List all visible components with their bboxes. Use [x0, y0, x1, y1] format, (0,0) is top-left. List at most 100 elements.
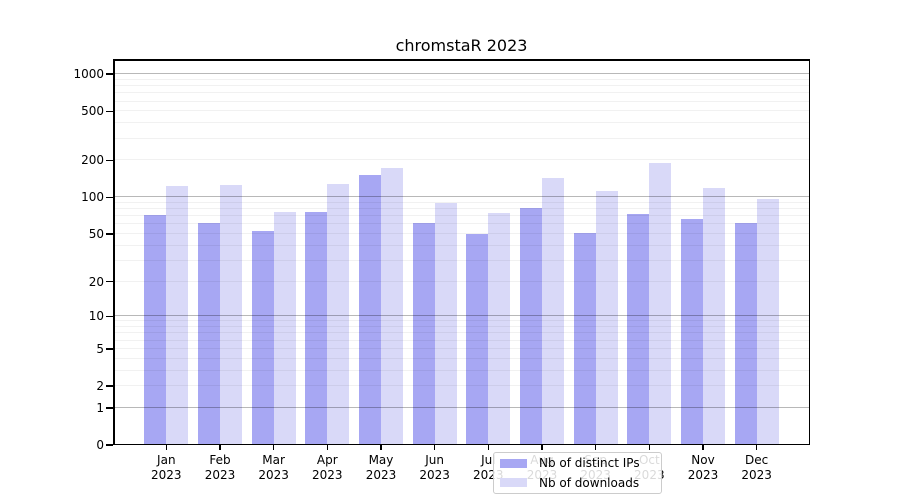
- bar-feb-distinct-ips: [197, 222, 220, 445]
- plot-border-top: [113, 59, 810, 61]
- y-tick-label-100: 100: [81, 190, 104, 205]
- y-tick-label-500: 500: [81, 104, 104, 119]
- gridline-2: [113, 385, 810, 387]
- gridline-800: [113, 85, 810, 87]
- legend-swatch-downloads: [500, 478, 527, 488]
- x-tick-jan: [165, 445, 168, 450]
- gridline-400: [113, 122, 810, 124]
- x-tick-aug: [541, 445, 543, 450]
- x-tick-jul: [487, 445, 490, 450]
- y-tick-label-0: 0: [96, 438, 104, 452]
- bar-sep-downloads: [595, 191, 618, 445]
- chart-title: chromstaR 2023: [395, 36, 528, 55]
- x-tick-label-apr: Apr 2023: [312, 453, 343, 482]
- plot-area: Nb of distinct IPs Nb of downloads: [113, 59, 810, 494]
- y-tick-label-5: 5: [96, 341, 104, 356]
- bar-apr-distinct-ips: [305, 211, 328, 445]
- gridline-30: [113, 259, 810, 261]
- y-tick-100: [106, 196, 113, 199]
- bar-jun-distinct-ips: [412, 222, 435, 445]
- y-tick-5: [106, 348, 113, 350]
- y-tick-200: [106, 159, 113, 162]
- gridline-500: [113, 110, 810, 112]
- gridline-20: [113, 280, 810, 282]
- bar-may-downloads: [380, 167, 403, 445]
- x-axis-line: [113, 443, 810, 445]
- y-tick-10: [106, 315, 113, 318]
- bar-feb-downloads: [219, 184, 242, 445]
- gridline-700: [113, 92, 810, 94]
- gridline-600: [113, 100, 810, 102]
- gridline-7: [113, 332, 810, 334]
- gridline-10: [113, 315, 810, 317]
- gridline-1: [113, 406, 810, 408]
- gridline-8: [113, 326, 810, 328]
- x-tick-label-nov: Nov 2023: [687, 453, 719, 482]
- bar-aug-distinct-ips: [519, 208, 542, 445]
- x-tick-label-jun: Jun 2023: [419, 453, 450, 482]
- x-tick-label-mar: Mar 2023: [258, 453, 289, 482]
- x-tick-feb: [219, 445, 221, 450]
- y-tick-1000: [106, 73, 113, 75]
- gridline-1000: [113, 73, 810, 75]
- y-tick-label-10: 10: [88, 309, 104, 324]
- x-tick-nov: [702, 445, 704, 450]
- y-tick-label-1: 1: [96, 400, 104, 415]
- y-tick-500: [106, 110, 113, 113]
- legend-label-downloads: Nb of downloads: [539, 475, 640, 490]
- y-tick-label-1000: 1000: [73, 67, 104, 82]
- y-tick-label-20: 20: [88, 274, 104, 289]
- bar-aug-downloads: [541, 177, 564, 445]
- bar-oct-distinct-ips: [627, 213, 650, 445]
- legend-item-downloads: Nb of downloads: [494, 474, 661, 492]
- bar-jan-downloads: [166, 185, 189, 445]
- bar-jul-downloads: [488, 213, 511, 445]
- x-tick-oct: [648, 445, 651, 450]
- y-tick-label-50: 50: [88, 226, 104, 241]
- x-tick-label-dec: Dec 2023: [741, 453, 772, 482]
- bar-dec-downloads: [756, 198, 779, 445]
- gridline-50: [113, 232, 810, 234]
- plot-border-right: [808, 59, 810, 445]
- legend: Nb of distinct IPs Nb of downloads: [493, 452, 662, 494]
- bar-jun-downloads: [434, 203, 457, 445]
- gridline-60: [113, 223, 810, 225]
- y-tick-label-200: 200: [81, 153, 104, 168]
- gridline-3: [113, 369, 810, 371]
- bar-jul-distinct-ips: [466, 233, 489, 445]
- y-tick-50: [106, 233, 113, 235]
- gridline-90: [113, 201, 810, 203]
- bar-may-distinct-ips: [358, 174, 381, 445]
- gridline-6: [113, 339, 810, 341]
- x-tick-mar: [272, 445, 275, 450]
- x-tick-label-feb: Feb 2023: [204, 453, 236, 482]
- gridline-100: [113, 196, 810, 198]
- y-tick-0: [106, 444, 113, 446]
- bar-mar-distinct-ips: [251, 230, 274, 445]
- bar-sep-distinct-ips: [573, 232, 596, 445]
- legend-label-distinct-ips: Nb of distinct IPs: [539, 456, 640, 471]
- y-axis-line: [113, 59, 115, 445]
- gridline-200: [113, 159, 810, 161]
- gridline-40: [113, 244, 810, 246]
- x-tick-label-may: May 2023: [365, 453, 397, 482]
- bar-apr-downloads: [327, 183, 350, 445]
- bar-oct-downloads: [649, 163, 672, 445]
- gridline-70: [113, 215, 810, 217]
- x-tick-apr: [326, 445, 329, 450]
- bar-mar-downloads: [273, 211, 296, 445]
- x-tick-dec: [755, 445, 758, 450]
- gridline-5: [113, 347, 810, 349]
- x-tick-jun: [433, 445, 436, 450]
- bar-nov-distinct-ips: [681, 218, 703, 445]
- gridline-4: [113, 357, 810, 359]
- gridline-9: [113, 320, 810, 322]
- x-tick-sep: [594, 445, 597, 450]
- gridline-80: [113, 208, 810, 210]
- bar-dec-distinct-ips: [734, 222, 757, 445]
- legend-item-distinct-ips: Nb of distinct IPs: [494, 454, 661, 472]
- legend-swatch-distinct-ips: [500, 458, 527, 468]
- gridline-900: [113, 78, 810, 80]
- gridline-300: [113, 137, 810, 139]
